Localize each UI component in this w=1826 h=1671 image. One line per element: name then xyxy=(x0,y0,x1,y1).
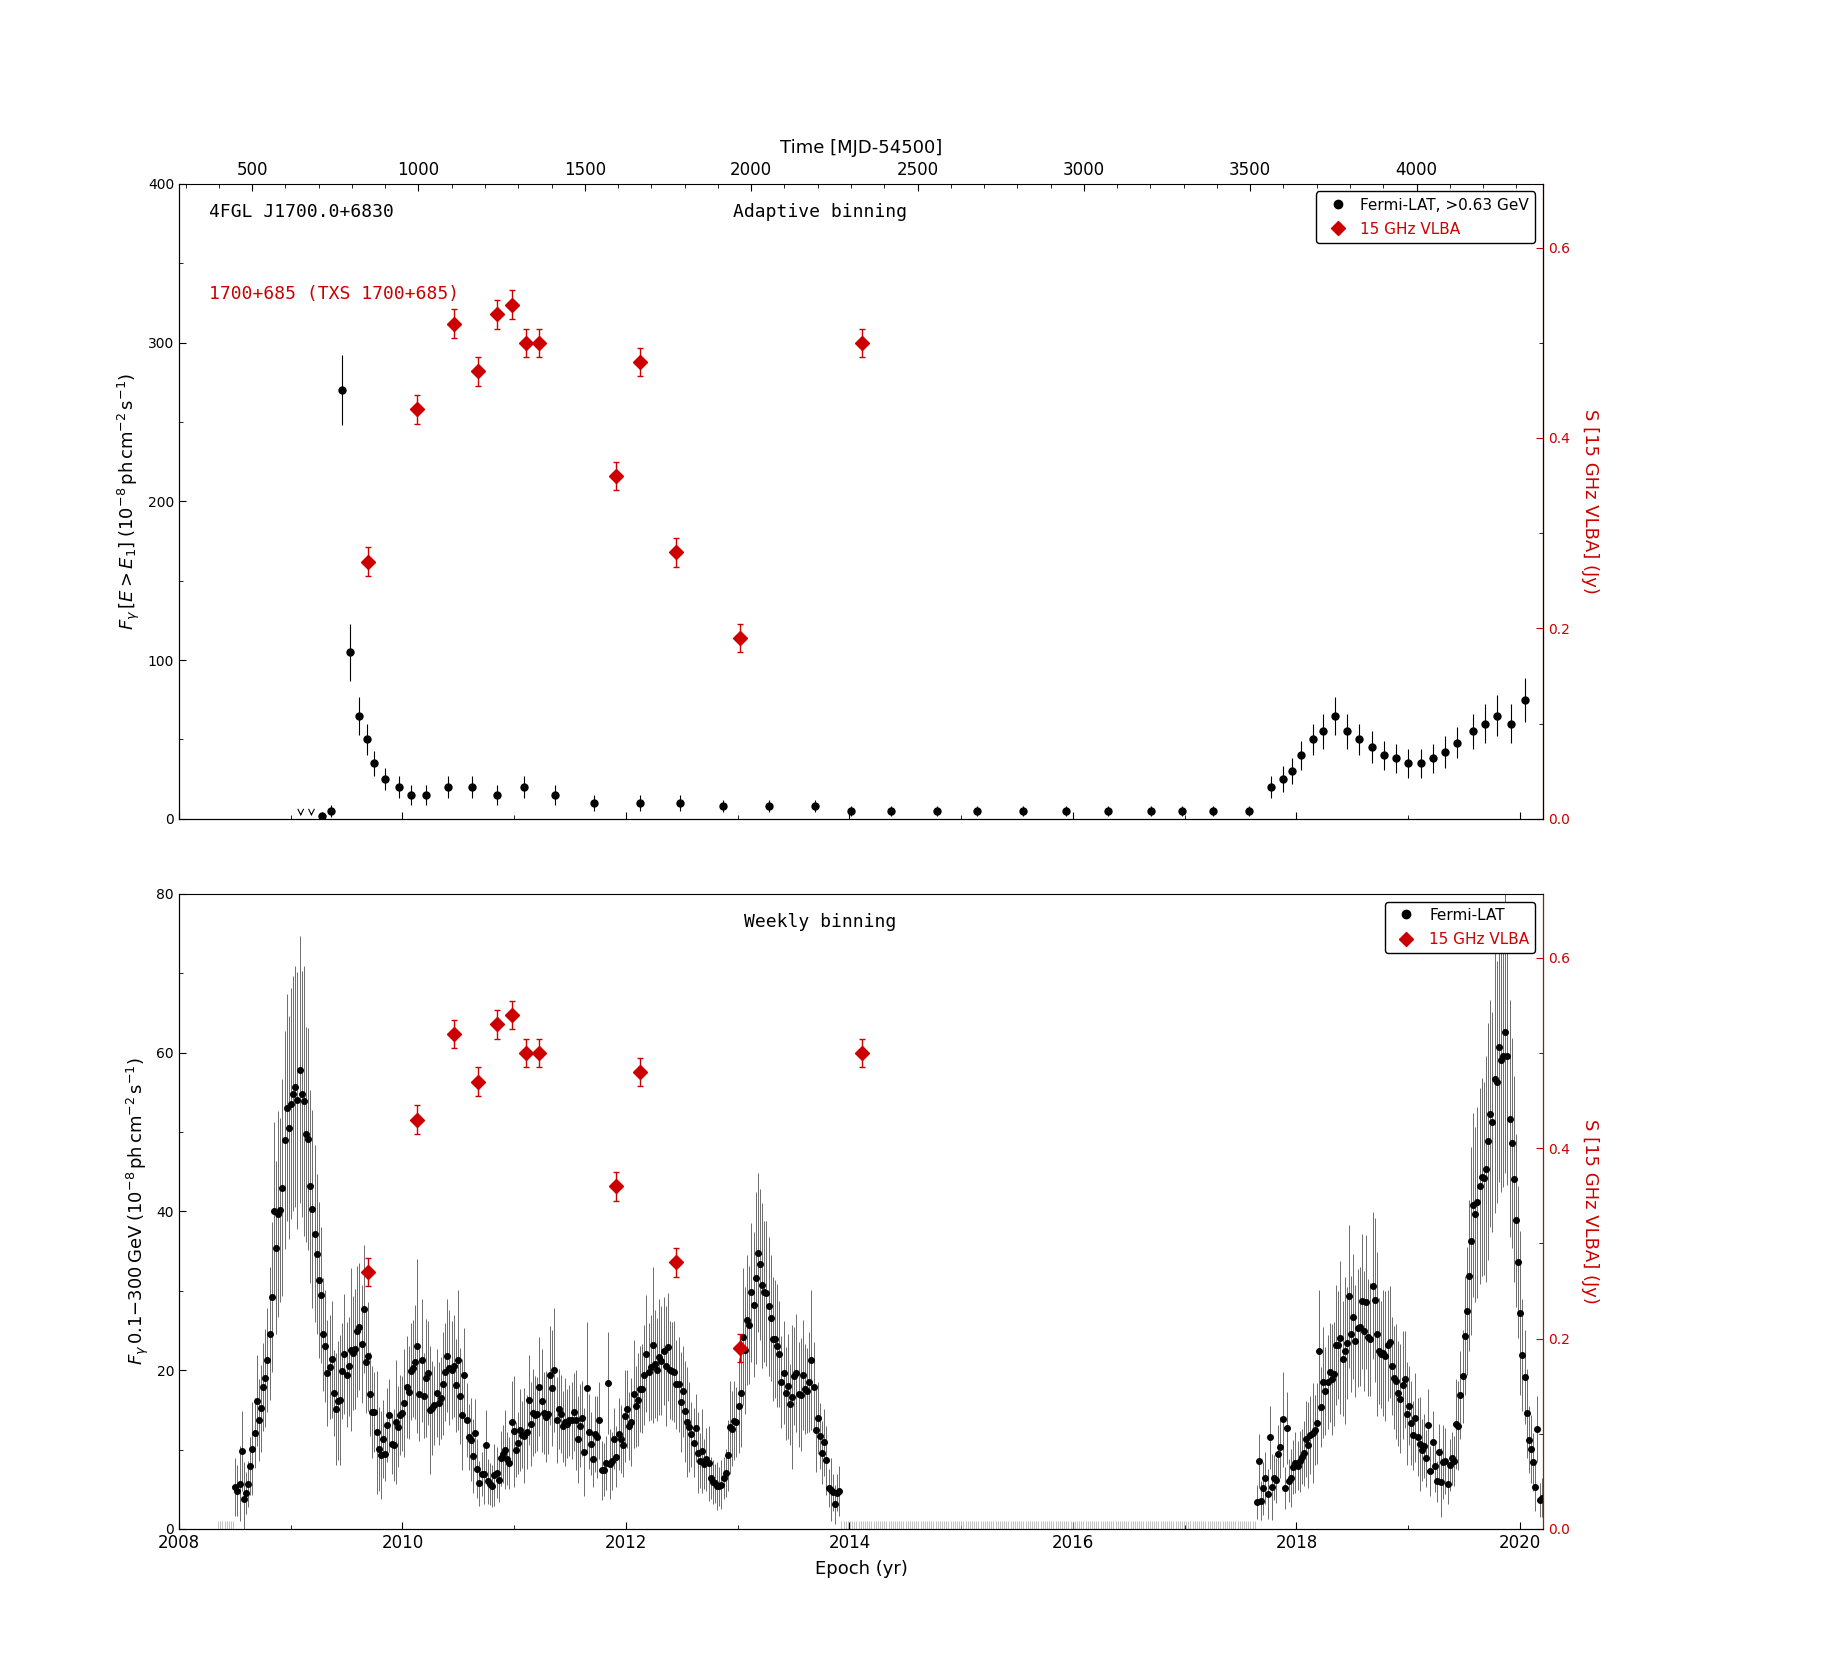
Legend: Fermi-LAT, 15 GHz VLBA: Fermi-LAT, 15 GHz VLBA xyxy=(1384,902,1536,952)
Text: Adaptive binning: Adaptive binning xyxy=(732,202,908,221)
Y-axis label: $F_{\gamma}\,0.1\mathrm{-}300\,\mathrm{GeV}\;(10^{-8}\,\mathrm{ph\,cm^{-2}\,s^{-: $F_{\gamma}\,0.1\mathrm{-}300\,\mathrm{G… xyxy=(124,1058,152,1365)
Text: 1700+685 (TXS 1700+685): 1700+685 (TXS 1700+685) xyxy=(208,286,458,304)
Y-axis label: S [15 GHz VLBA] (Jy): S [15 GHz VLBA] (Jy) xyxy=(1581,1120,1600,1303)
X-axis label: Time [MJD-54500]: Time [MJD-54500] xyxy=(780,139,942,157)
Text: 4FGL J1700.0+6830: 4FGL J1700.0+6830 xyxy=(208,202,394,221)
Text: Weekly binning: Weekly binning xyxy=(743,912,897,931)
X-axis label: Epoch (yr): Epoch (yr) xyxy=(814,1561,908,1577)
Legend: Fermi-LAT, >0.63 GeV, 15 GHz VLBA: Fermi-LAT, >0.63 GeV, 15 GHz VLBA xyxy=(1317,192,1536,242)
Y-axis label: $F_{\gamma}\,[E{>}E_1]\;(10^{-8}\,\mathrm{ph\,cm^{-2}\,s^{-1}})$: $F_{\gamma}\,[E{>}E_1]\;(10^{-8}\,\mathr… xyxy=(115,373,142,630)
Y-axis label: S [15 GHz VLBA] (Jy): S [15 GHz VLBA] (Jy) xyxy=(1581,409,1600,593)
